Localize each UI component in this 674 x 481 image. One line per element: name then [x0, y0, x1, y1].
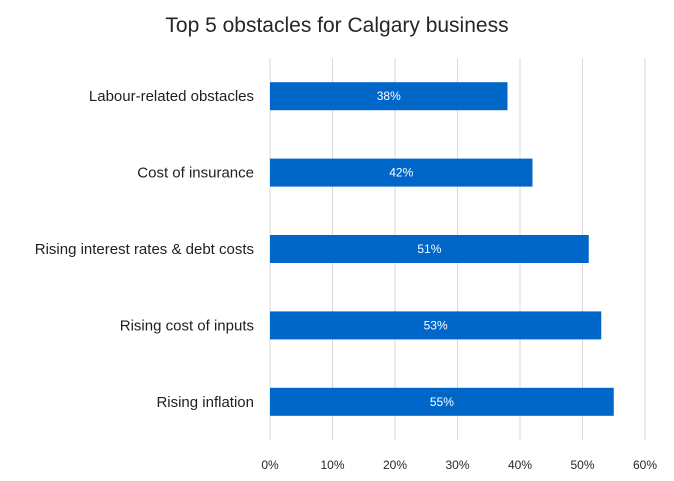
category-label: Labour-related obstacles [89, 88, 254, 105]
category-labels: Labour-related obstacles Cost of insuranc… [35, 88, 254, 411]
category-label: Rising cost of inputs [120, 317, 254, 334]
category-label: Cost of insurance [137, 165, 254, 182]
x-axis-ticks: 0% 10% 20% 30% 40% 50% 60% [261, 458, 657, 472]
x-tick-label: 0% [261, 458, 279, 472]
x-tick-label: 40% [508, 458, 532, 472]
x-tick-label: 30% [445, 458, 469, 472]
data-label: 53% [424, 318, 448, 332]
data-label: 51% [417, 242, 441, 256]
x-tick-label: 50% [570, 458, 594, 472]
bar [270, 235, 589, 263]
category-label: Rising inflation [156, 394, 254, 411]
x-tick-label: 60% [633, 458, 657, 472]
bar [270, 311, 602, 340]
data-labels: 38% 42% 51% 53% 55% [377, 89, 454, 409]
bar [270, 82, 508, 111]
bar [270, 387, 614, 416]
bars [270, 82, 614, 416]
category-label: Rising interest rates & debt costs [35, 241, 254, 258]
data-label: 38% [377, 89, 401, 103]
x-tick-label: 20% [383, 458, 407, 472]
chart-title: Top 5 obstacles for Calgary business [165, 14, 508, 37]
bar [270, 158, 533, 187]
data-label: 55% [430, 395, 454, 409]
x-tick-label: 10% [320, 458, 344, 472]
data-label: 42% [389, 166, 413, 180]
